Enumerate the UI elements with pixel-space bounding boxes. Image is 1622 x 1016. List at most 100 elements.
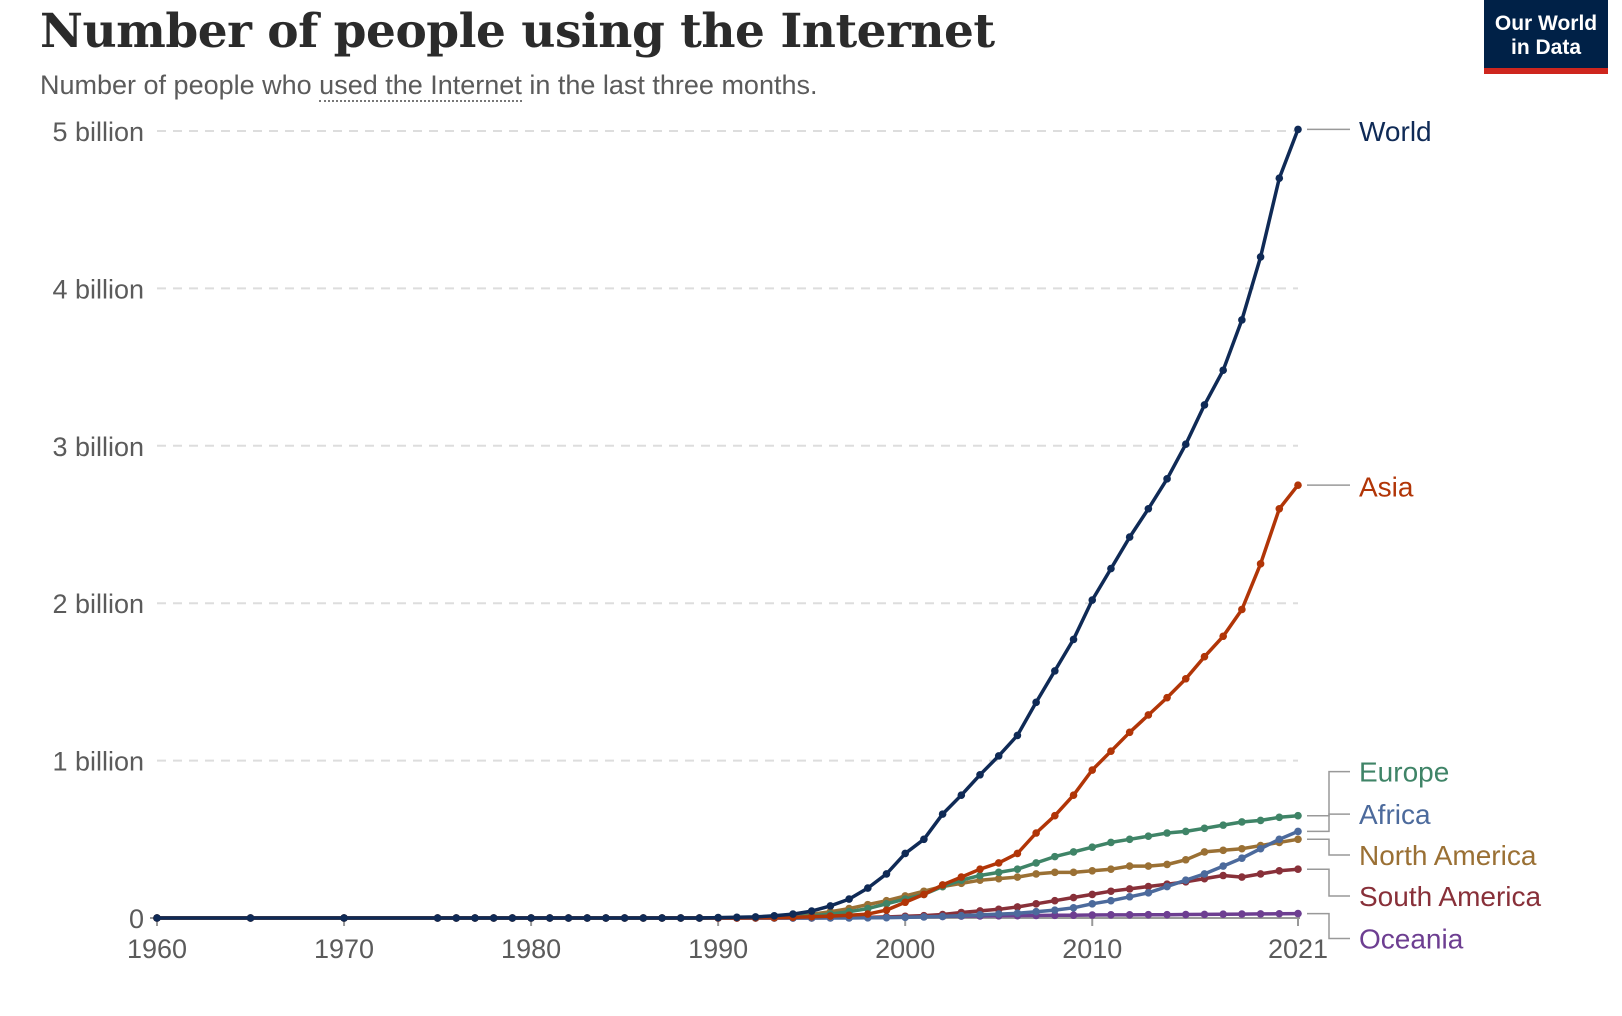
data-point[interactable] — [1051, 911, 1059, 920]
series-north-america[interactable] — [153, 835, 1302, 922]
data-point[interactable] — [1294, 827, 1302, 836]
data-point[interactable] — [994, 859, 1003, 867]
data-point[interactable] — [1219, 632, 1227, 641]
data-point[interactable] — [1125, 835, 1134, 844]
data-point[interactable] — [807, 912, 816, 921]
data-point[interactable] — [901, 849, 909, 858]
data-point[interactable] — [1200, 652, 1209, 661]
data-point[interactable] — [1125, 892, 1134, 901]
data-point[interactable] — [938, 881, 947, 889]
data-point[interactable] — [845, 895, 853, 903]
data-point[interactable] — [976, 911, 984, 919]
data-point[interactable] — [1219, 821, 1227, 829]
data-point[interactable] — [1275, 504, 1284, 513]
data-point[interactable] — [1125, 862, 1134, 870]
data-point[interactable] — [789, 910, 797, 918]
data-point[interactable] — [1107, 887, 1115, 896]
data-point[interactable] — [564, 914, 573, 922]
series-world[interactable] — [153, 125, 1302, 922]
data-point[interactable] — [1200, 870, 1209, 878]
data-point[interactable] — [153, 914, 161, 922]
data-point[interactable] — [1013, 865, 1022, 874]
data-point[interactable] — [1107, 838, 1115, 847]
data-point[interactable] — [1181, 440, 1190, 449]
data-point[interactable] — [1032, 829, 1040, 837]
data-point[interactable] — [676, 914, 685, 922]
data-point[interactable] — [1013, 903, 1022, 911]
data-point[interactable] — [1181, 674, 1190, 683]
series-line-world[interactable] — [157, 128, 1300, 920]
data-point[interactable] — [957, 791, 966, 800]
data-point[interactable] — [901, 898, 909, 907]
data-point[interactable] — [807, 907, 816, 915]
data-point[interactable] — [1256, 844, 1265, 853]
data-point[interactable] — [658, 914, 666, 922]
data-point[interactable] — [1219, 846, 1227, 855]
data-point[interactable] — [957, 911, 966, 920]
data-point[interactable] — [1088, 911, 1097, 919]
data-point[interactable] — [976, 871, 984, 880]
data-point[interactable] — [1238, 818, 1246, 826]
data-point[interactable] — [938, 810, 947, 818]
data-point[interactable] — [1088, 900, 1097, 908]
data-point[interactable] — [1200, 824, 1209, 833]
data-point[interactable] — [433, 914, 442, 922]
data-point[interactable] — [994, 910, 1003, 918]
data-point[interactable] — [1144, 910, 1153, 919]
data-point[interactable] — [938, 912, 947, 921]
data-point[interactable] — [1069, 848, 1078, 856]
data-point[interactable] — [1256, 910, 1265, 918]
data-point[interactable] — [1163, 860, 1171, 869]
data-point[interactable] — [1200, 848, 1209, 856]
data-point[interactable] — [976, 865, 984, 874]
data-point[interactable] — [1125, 728, 1134, 737]
data-point[interactable] — [1107, 911, 1115, 919]
data-point[interactable] — [1144, 711, 1153, 719]
data-point[interactable] — [1275, 835, 1284, 844]
data-point[interactable] — [882, 900, 891, 908]
data-point[interactable] — [1069, 893, 1078, 902]
data-point[interactable] — [826, 902, 835, 910]
data-point[interactable] — [1294, 909, 1302, 918]
data-point[interactable] — [1088, 766, 1097, 774]
data-point[interactable] — [1200, 401, 1209, 409]
data-point[interactable] — [1275, 866, 1284, 875]
data-point[interactable] — [882, 913, 891, 922]
data-point[interactable] — [1163, 829, 1171, 837]
data-point[interactable] — [1294, 481, 1302, 489]
data-point[interactable] — [1069, 791, 1078, 800]
data-point[interactable] — [1275, 909, 1284, 918]
data-point[interactable] — [882, 870, 891, 878]
series-label-africa[interactable]: Africa — [1359, 799, 1431, 830]
data-point[interactable] — [527, 914, 535, 922]
data-point[interactable] — [489, 914, 498, 922]
data-point[interactable] — [1125, 885, 1134, 893]
data-point[interactable] — [1088, 866, 1097, 875]
data-point[interactable] — [1013, 849, 1022, 858]
data-point[interactable] — [1051, 906, 1059, 914]
data-point[interactable] — [1163, 910, 1171, 919]
data-point[interactable] — [1051, 811, 1059, 820]
data-point[interactable] — [733, 913, 741, 922]
data-point[interactable] — [508, 914, 517, 922]
data-point[interactable] — [695, 914, 704, 922]
data-point[interactable] — [1256, 816, 1265, 825]
owid-logo[interactable]: Our World in Data — [1484, 0, 1608, 74]
data-point[interactable] — [1238, 844, 1246, 853]
data-point[interactable] — [1051, 868, 1059, 877]
data-point[interactable] — [1219, 910, 1227, 919]
data-point[interactable] — [1125, 911, 1134, 919]
data-point[interactable] — [1200, 910, 1209, 919]
data-point[interactable] — [1107, 564, 1115, 573]
data-point[interactable] — [1144, 889, 1153, 897]
data-point[interactable] — [546, 914, 554, 922]
data-point[interactable] — [994, 868, 1003, 877]
data-point[interactable] — [714, 913, 722, 922]
data-point[interactable] — [1013, 873, 1022, 881]
data-point[interactable] — [863, 910, 872, 918]
data-point[interactable] — [1013, 731, 1022, 740]
data-point[interactable] — [1013, 909, 1022, 918]
data-point[interactable] — [994, 874, 1003, 883]
data-point[interactable] — [1294, 811, 1302, 820]
data-point[interactable] — [1181, 855, 1190, 864]
